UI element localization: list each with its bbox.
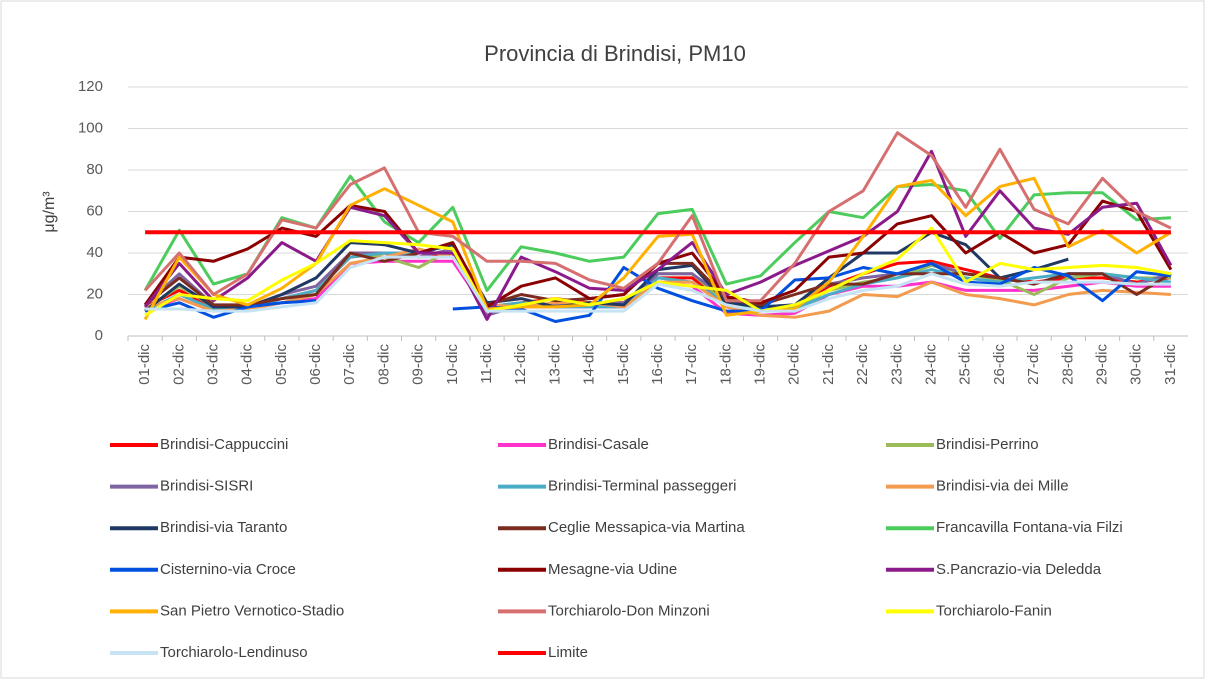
x-tick-label: 13-dic — [546, 344, 563, 385]
x-tick-label: 20-dic — [786, 344, 803, 385]
x-tick-label: 02-dic — [170, 344, 187, 385]
x-tick-label: 15-dic — [615, 344, 632, 385]
legend-label: Mesagne-via Udine — [548, 561, 677, 578]
legend-label: Brindisi-Terminal passeggeri — [548, 478, 736, 495]
legend-label: Brindisi-Casale — [548, 436, 649, 453]
x-tick-label: 14-dic — [581, 344, 598, 385]
x-tick-label: 27-dic — [1025, 344, 1042, 385]
legend-label: Torchiarolo-Fanin — [936, 602, 1052, 619]
x-tick-label: 18-dic — [717, 344, 734, 385]
x-tick-label: 04-dic — [239, 344, 256, 385]
x-tick-label: 23-dic — [888, 344, 905, 385]
legend-label: Limite — [548, 644, 588, 661]
y-tick-label: 40 — [86, 244, 103, 261]
x-tick-label: 30-dic — [1128, 344, 1145, 385]
y-axis-label: μg/m³ — [41, 191, 58, 233]
y-tick-label: 60 — [86, 202, 103, 219]
x-tick-label: 09-dic — [410, 344, 427, 385]
x-tick-label: 17-dic — [683, 344, 700, 385]
legend-label: Torchiarolo-Don Minzoni — [548, 602, 710, 619]
x-tick-label: 22-dic — [854, 344, 871, 385]
x-tick-label: 12-dic — [512, 344, 529, 385]
legend-label: Cisternino-via Croce — [160, 561, 296, 578]
x-tick-label: 24-dic — [923, 344, 940, 385]
x-tick-label: 11-dic — [478, 344, 495, 384]
y-tick-label: 120 — [78, 78, 103, 95]
legend-label: Brindisi-via dei Mille — [936, 478, 1069, 495]
x-tick-label: 05-dic — [273, 344, 290, 385]
legend-label: Francavilla Fontana-via Filzi — [936, 519, 1123, 536]
x-tick-label: 19-dic — [752, 344, 769, 385]
series-line — [144, 226, 1172, 317]
x-tick-label: 07-dic — [341, 344, 358, 385]
x-tick-label: 03-dic — [204, 344, 221, 385]
x-tick-label: 21-dic — [820, 344, 837, 385]
x-tick-label: 06-dic — [307, 344, 324, 385]
x-tick-label: 29-dic — [1093, 344, 1110, 385]
x-tick-label: 10-dic — [444, 344, 461, 385]
legend-label: Brindisi-via Taranto — [160, 519, 287, 536]
y-tick-label: 20 — [86, 285, 103, 302]
y-tick-label: 0 — [95, 327, 103, 344]
series-line — [144, 251, 1172, 313]
legend-label: Brindisi-Cappuccini — [160, 436, 288, 453]
legend-label: San Pietro Vernotico-Stadio — [160, 602, 344, 619]
x-tick-label: 25-dic — [957, 344, 974, 385]
x-tick-label: 16-dic — [649, 344, 666, 385]
series-line — [143, 131, 1172, 303]
legend-label: Brindisi-Perrino — [936, 436, 1039, 453]
x-tick-label: 28-dic — [1059, 344, 1076, 385]
x-tick-label: 01-dic — [136, 344, 153, 385]
y-tick-label: 100 — [78, 119, 103, 136]
x-tick-label: 08-dic — [375, 344, 392, 385]
chart-title: Provincia di Brindisi, PM10 — [484, 41, 746, 66]
x-tick-label: 31-dic — [1162, 344, 1179, 385]
x-tick-label: 26-dic — [991, 344, 1008, 385]
legend-label: Brindisi-SISRI — [160, 478, 253, 495]
legend-label: Torchiarolo-Lendinuso — [160, 644, 308, 661]
legend-label: S.Pancrazio-via Deledda — [936, 561, 1102, 578]
y-tick-label: 80 — [86, 161, 103, 178]
legend-label: Ceglie Messapica-via Martina — [548, 519, 745, 536]
series-line — [145, 255, 1171, 313]
